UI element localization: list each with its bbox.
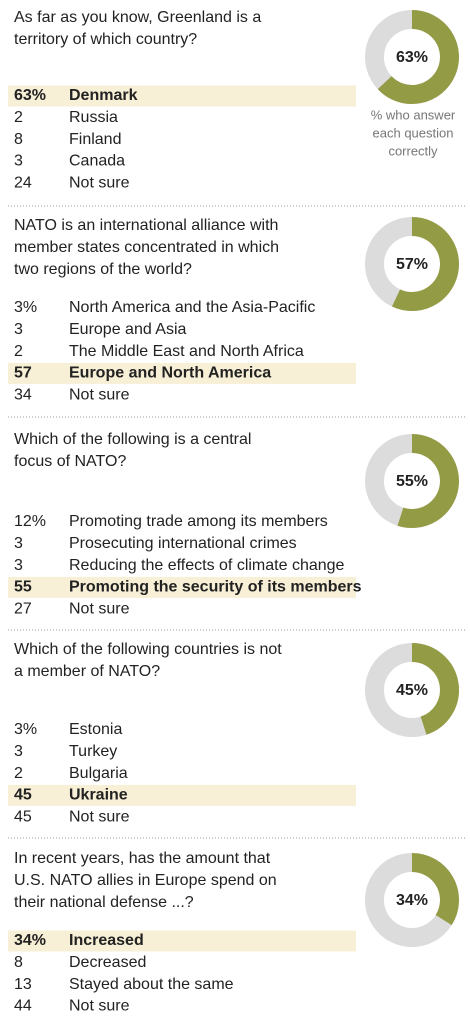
donut-label: 34%: [396, 892, 428, 909]
answer-share: 63%: [14, 87, 46, 104]
answer-highlight: [8, 362, 356, 384]
answer-text: Europe and North America: [69, 365, 271, 382]
answer-share: 2: [14, 343, 23, 360]
answer-share: 34%: [14, 932, 46, 949]
answer-text: Turkey: [69, 743, 117, 760]
answer-text: Reducing the effects of climate change: [69, 557, 345, 574]
answer-text: Ukraine: [69, 787, 128, 804]
answer-share: 3%: [14, 721, 37, 738]
answer-text: Not sure: [69, 808, 130, 825]
answer-share: 3: [14, 535, 23, 552]
answer-share: 55: [14, 579, 32, 596]
question-text: U.S. NATO allies in Europe spend on: [14, 872, 277, 889]
answer-highlight: [8, 784, 356, 806]
donut-correct: [411, 853, 459, 926]
answer-share: 2: [14, 109, 23, 126]
answer-text: Europe and Asia: [69, 321, 187, 338]
answer-text: Finland: [69, 131, 121, 148]
answer-text: Increased: [69, 932, 144, 949]
donut-correct: [392, 217, 459, 311]
answer-text: Not sure: [69, 386, 130, 403]
question-text: NATO is an international alliance with: [14, 217, 278, 234]
question-text: Which of the following is a central: [14, 431, 251, 448]
answer-text: Decreased: [69, 954, 146, 971]
question-text: focus of NATO?: [14, 453, 126, 470]
answer-text: Denmark: [69, 87, 138, 104]
answer-share: 3: [14, 321, 23, 338]
donut-label: 55%: [396, 473, 428, 490]
donut-correct: [377, 10, 459, 104]
question-text: In recent years, has the amount that: [14, 850, 271, 867]
answer-share: 3%: [14, 299, 37, 316]
donut-correct: [397, 434, 459, 528]
answer-share: 13: [14, 976, 32, 993]
question-text: two regions of the world?: [14, 261, 192, 278]
question-text: Which of the following countries is not: [14, 641, 282, 658]
donut-correct: [411, 643, 459, 735]
answer-highlight: [8, 85, 356, 107]
answer-share: 3: [14, 743, 23, 760]
answer-text: Canada: [69, 153, 125, 170]
answer-text: Not sure: [69, 174, 130, 191]
answer-text: North America and the Asia-Pacific: [69, 299, 315, 316]
answer-text: Prosecuting international crimes: [69, 535, 297, 552]
answer-share: 45: [14, 808, 32, 825]
question-text: As far as you know, Greenland is a: [14, 9, 261, 26]
answer-share: 57: [14, 365, 32, 382]
answer-text: The Middle East and North Africa: [69, 343, 304, 360]
answer-share: 45: [14, 787, 32, 804]
answer-share: 2: [14, 765, 23, 782]
answer-share: 3: [14, 557, 23, 574]
answer-text: Not sure: [69, 600, 130, 617]
question-text: territory of which country?: [14, 31, 197, 48]
answer-share: 8: [14, 131, 23, 148]
answer-share: 27: [14, 600, 32, 617]
answer-text: Bulgaria: [69, 765, 128, 782]
answer-highlight: [8, 576, 356, 598]
donut-label: 57%: [396, 256, 428, 273]
answer-highlight: [8, 930, 356, 952]
answer-share: 34: [14, 386, 32, 403]
answer-share: 12%: [14, 513, 46, 530]
question-text: a member of NATO?: [14, 663, 160, 680]
donut-label: 45%: [396, 682, 428, 699]
note: % who answer: [371, 107, 456, 122]
answer-text: Promoting trade among its members: [69, 513, 328, 530]
donut-label: 63%: [396, 49, 428, 66]
note: correctly: [388, 143, 438, 158]
question-text: their national defense ...?: [14, 894, 194, 911]
answer-share: 44: [14, 998, 32, 1015]
answer-text: Not sure: [69, 998, 130, 1015]
question-text: member states concentrated in which: [14, 239, 279, 256]
answer-text: Russia: [69, 109, 118, 126]
note: each question: [373, 125, 454, 140]
answer-text: Estonia: [69, 721, 122, 738]
answer-text: Stayed about the same: [69, 976, 234, 993]
answer-share: 3: [14, 153, 23, 170]
answer-text: Promoting the security of its members: [69, 579, 362, 596]
answer-share: 8: [14, 954, 23, 971]
answer-share: 24: [14, 174, 32, 191]
